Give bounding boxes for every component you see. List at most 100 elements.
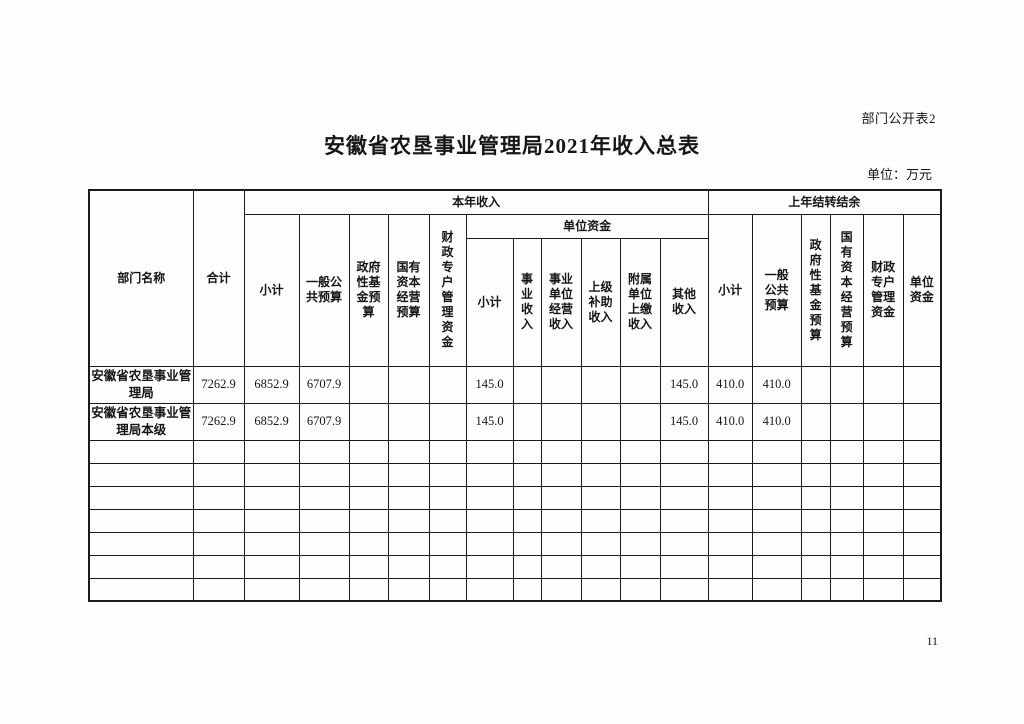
header-dept-name: 部门名称 (88, 189, 194, 367)
unit-label: 单位：万元 (866, 167, 932, 182)
cell: 145.0 (659, 365, 709, 404)
cell (902, 402, 942, 441)
empty-row (88, 508, 942, 533)
cell: 145.0 (465, 402, 514, 441)
empty-cell (298, 508, 350, 533)
cell: 7262.9 (192, 365, 245, 404)
empty-cell (298, 439, 350, 464)
empty-cell (348, 485, 389, 510)
empty-cell (751, 554, 802, 579)
table-row: 安徽省农垦事业管理局 7262.9 6852.9 6707.9 145.0 14… (88, 365, 942, 404)
empty-row (88, 531, 942, 556)
empty-cell (298, 462, 350, 487)
empty-cell (800, 531, 831, 556)
cell (619, 402, 661, 441)
empty-cell (580, 554, 621, 579)
empty-cell (348, 439, 389, 464)
empty-cell (428, 439, 467, 464)
empty-cell (243, 508, 300, 533)
empty-row (88, 485, 942, 510)
cell (387, 365, 430, 404)
header-py-general-public-budget: 一般公共预算 (751, 213, 802, 367)
empty-cell (862, 485, 904, 510)
empty-cell (298, 554, 350, 579)
cell: 6707.9 (298, 402, 350, 441)
empty-cell (192, 462, 245, 487)
empty-cell (348, 508, 389, 533)
cell (862, 402, 904, 441)
empty-cell (902, 508, 942, 533)
empty-cell (88, 508, 194, 533)
cell (348, 365, 389, 404)
empty-cell (659, 554, 709, 579)
empty-cell (829, 485, 864, 510)
dept-name-cell: 安徽省农垦事业管理局 (88, 365, 194, 404)
header-current-year-income: 本年收入 (243, 189, 709, 215)
empty-cell (829, 531, 864, 556)
cell: 410.0 (707, 365, 753, 404)
header-cy-fiscal-account-funds: 财政专户管理资金 (428, 213, 467, 367)
cell: 6852.9 (243, 402, 300, 441)
header-unit-funds: 单位资金 (465, 213, 709, 239)
empty-cell (465, 577, 514, 602)
empty-cell (829, 439, 864, 464)
empty-cell (619, 577, 661, 602)
empty-cell (800, 554, 831, 579)
header-uf-business-income: 事业收入 (512, 237, 542, 367)
cell (540, 402, 582, 441)
empty-cell (88, 531, 194, 556)
empty-cell (88, 485, 194, 510)
header-py-fiscal-account-funds: 财政专户管理资金 (862, 213, 904, 367)
empty-cell (751, 439, 802, 464)
header-uf-operating-income: 事业单位经营收入 (540, 237, 582, 367)
empty-cell (902, 485, 942, 510)
empty-cell (902, 577, 942, 602)
income-table: 部门名称 合计 本年收入 上年结转结余 小计 一般公共预算 政府性基金预算 国有… (88, 189, 943, 602)
table-body: 部门名称 合计 本年收入 上年结转结余 小计 一般公共预算 政府性基金预算 国有… (88, 189, 942, 602)
cell (800, 365, 831, 404)
empty-cell (387, 531, 430, 556)
empty-cell (387, 577, 430, 602)
empty-cell (707, 531, 753, 556)
empty-cell (465, 531, 514, 556)
empty-cell (659, 439, 709, 464)
empty-cell (751, 531, 802, 556)
header-cy-general-public-budget: 一般公共预算 (298, 213, 350, 367)
empty-cell (829, 508, 864, 533)
empty-row (88, 577, 942, 602)
empty-cell (707, 508, 753, 533)
empty-cell (465, 439, 514, 464)
empty-cell (619, 508, 661, 533)
empty-cell (387, 554, 430, 579)
empty-cell (659, 531, 709, 556)
empty-cell (862, 531, 904, 556)
empty-cell (659, 577, 709, 602)
header-uf-superior-subsidy: 上级补助收入 (580, 237, 621, 367)
cell (580, 402, 621, 441)
empty-cell (387, 508, 430, 533)
header-uf-other-income: 其他收入 (659, 237, 709, 367)
empty-cell (862, 462, 904, 487)
empty-cell (540, 439, 582, 464)
empty-cell (619, 462, 661, 487)
empty-cell (751, 577, 802, 602)
header-row-1: 部门名称 合计 本年收入 上年结转结余 (88, 189, 942, 367)
cell (348, 402, 389, 441)
empty-cell (192, 508, 245, 533)
empty-cell (192, 439, 245, 464)
empty-cell (512, 577, 542, 602)
empty-cell (829, 462, 864, 487)
empty-cell (465, 554, 514, 579)
empty-cell (862, 508, 904, 533)
empty-cell (428, 531, 467, 556)
empty-cell (540, 462, 582, 487)
empty-cell (387, 462, 430, 487)
empty-cell (540, 508, 582, 533)
empty-cell (659, 508, 709, 533)
header-uf-subtotal: 小计 (465, 237, 514, 367)
empty-cell (540, 554, 582, 579)
header-py-state-capital-budget: 国有资本经营预算 (829, 213, 864, 367)
empty-cell (862, 577, 904, 602)
empty-cell (512, 439, 542, 464)
